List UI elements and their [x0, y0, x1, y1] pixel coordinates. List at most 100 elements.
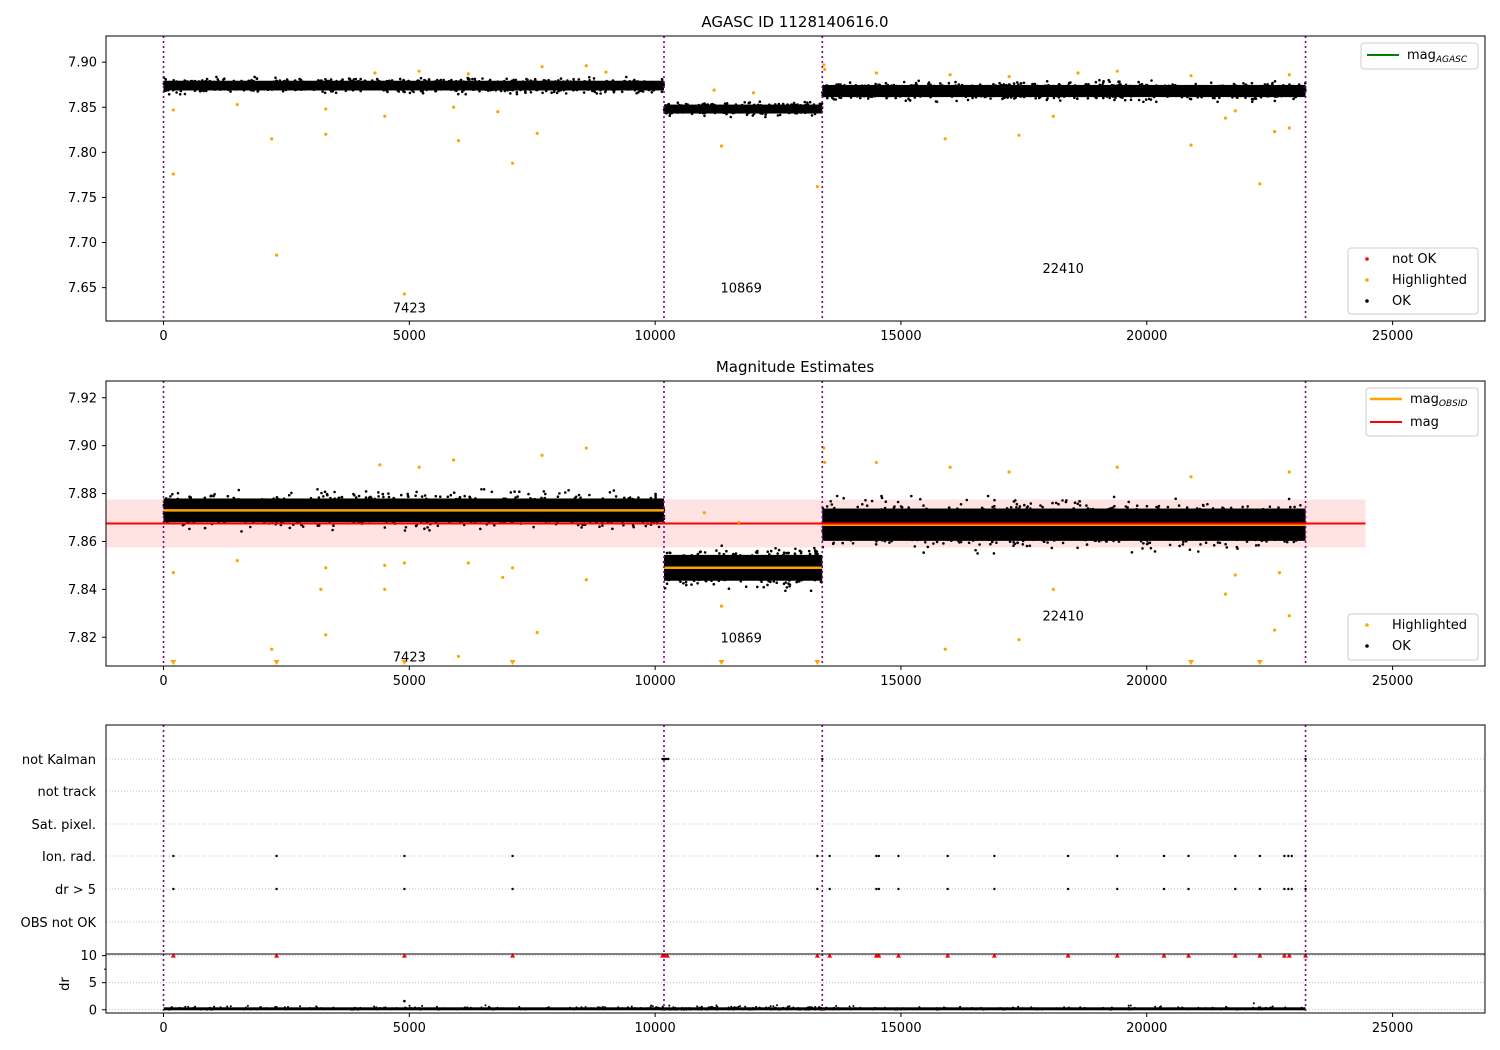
ok-point: [496, 500, 500, 503]
ok-point: [354, 77, 358, 81]
ok-point: [356, 514, 359, 518]
ok-point: [795, 107, 799, 111]
ok-point: [931, 90, 934, 93]
ok-point: [661, 80, 664, 83]
ok-point: [476, 513, 479, 516]
ok-point: [205, 513, 208, 516]
ok-point: [329, 78, 333, 81]
ok-point: [423, 527, 426, 530]
ok-point: [178, 93, 182, 96]
ok-point: [602, 502, 606, 505]
ok-point: [515, 87, 519, 91]
ok-point: [477, 80, 481, 83]
ok-point: [637, 496, 640, 499]
ok-point: [1263, 87, 1267, 90]
ok-point: [660, 77, 664, 81]
ok-point: [442, 499, 445, 502]
ok-point: [237, 498, 240, 501]
ok-point: [352, 85, 355, 89]
ok-point: [371, 87, 375, 91]
highlighted-point: [584, 64, 588, 68]
ok-point: [389, 83, 392, 86]
ok-point: [224, 82, 227, 86]
ok-point: [404, 526, 408, 529]
ok-point: [323, 511, 326, 514]
ok-point: [541, 82, 545, 86]
ok-point: [1280, 94, 1283, 98]
ok-point: [546, 506, 550, 510]
ok-point: [340, 83, 343, 87]
ok-point: [886, 90, 889, 94]
ok-point: [204, 89, 208, 93]
ok-point: [374, 501, 378, 504]
ok-point: [810, 114, 814, 117]
highlighted-point: [171, 108, 175, 112]
ok-point: [184, 517, 188, 521]
ok-point: [250, 78, 253, 82]
ok-point: [1231, 86, 1235, 90]
ok-point: [758, 100, 762, 103]
ok-point: [1066, 88, 1069, 92]
ok-point: [770, 108, 774, 111]
ok-point: [277, 82, 280, 86]
ok-point: [1236, 96, 1239, 99]
ok-point: [345, 82, 349, 85]
ok-point: [575, 512, 579, 515]
ok-point: [307, 83, 310, 87]
ok-point: [541, 91, 544, 95]
ok-point: [328, 88, 332, 91]
ok-point: [966, 98, 970, 102]
ok-point: [1123, 89, 1127, 93]
ok-point: [936, 89, 939, 92]
ok-point: [547, 514, 550, 517]
ok-point: [319, 514, 323, 518]
ok-point: [287, 493, 291, 497]
ok-point: [603, 517, 607, 520]
ok-point: [580, 526, 583, 529]
ok-point: [341, 512, 345, 516]
ok-point: [318, 511, 321, 515]
ok-point: [256, 89, 260, 92]
ok-point: [553, 88, 556, 92]
ok-point: [279, 84, 283, 88]
ok-point: [492, 87, 496, 90]
ok-point: [902, 80, 906, 84]
ok-point: [804, 103, 807, 107]
ok-point: [1256, 85, 1260, 89]
ok-point: [625, 87, 628, 90]
ok-point: [174, 83, 178, 87]
ok-point: [997, 88, 1001, 92]
ok-point: [743, 110, 746, 114]
ok-point: [249, 84, 253, 88]
ok-point: [989, 86, 993, 90]
ok-point: [565, 498, 569, 502]
ok-point: [690, 112, 694, 116]
ok-point: [628, 84, 631, 87]
ok-point: [385, 82, 388, 85]
ok-point: [658, 86, 661, 89]
ok-point: [1052, 94, 1056, 97]
ok-point: [337, 518, 341, 522]
ok-point: [1282, 84, 1285, 87]
ok-point: [1111, 95, 1115, 98]
ok-point: [479, 527, 482, 531]
ok-point: [182, 517, 186, 521]
ok-point: [772, 105, 776, 109]
ok-point: [369, 516, 372, 519]
ok-point: [623, 505, 626, 509]
ok-point: [260, 81, 263, 85]
ok-point: [954, 80, 957, 84]
ok-point: [558, 501, 561, 504]
ok-point: [307, 86, 310, 89]
ok-point: [445, 505, 449, 509]
ok-point: [188, 527, 191, 531]
ok-point: [726, 107, 730, 110]
ok-point: [382, 515, 386, 519]
ok-point: [1035, 93, 1038, 97]
magnitude-estimates-title: Magnitude Estimates: [716, 358, 874, 376]
ok-point: [603, 87, 607, 90]
ok-point: [734, 110, 737, 114]
ok-point: [901, 90, 905, 93]
ok-point: [1081, 86, 1084, 89]
ok-point: [193, 79, 197, 83]
